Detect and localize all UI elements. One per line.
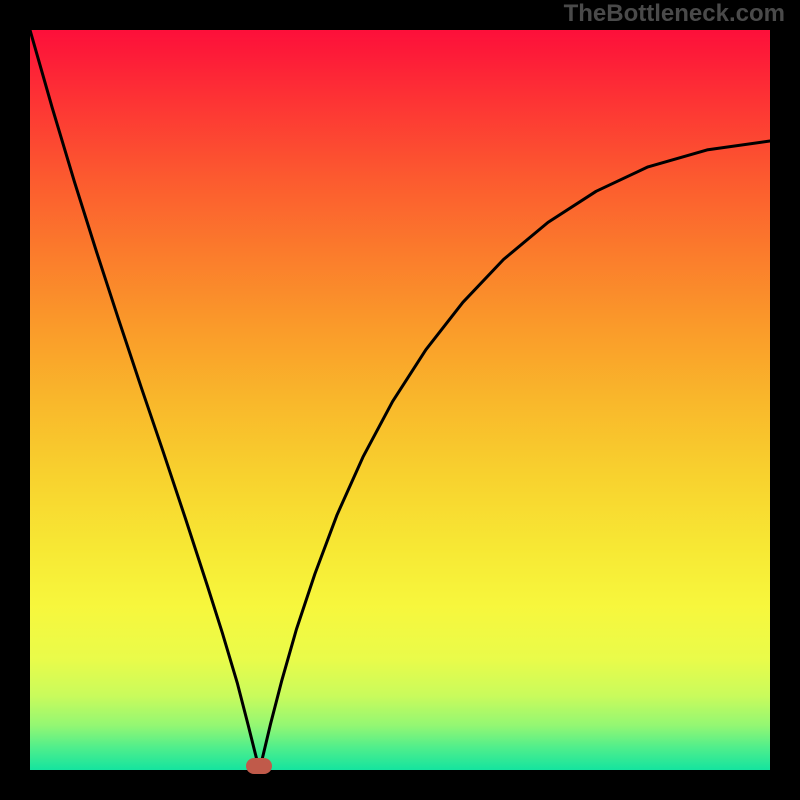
bottleneck-curve-svg (30, 30, 770, 770)
chart-canvas: TheBottleneck.com (0, 0, 800, 800)
bottleneck-curve (30, 30, 770, 770)
watermark-text: TheBottleneck.com (564, 0, 785, 28)
optimum-marker (246, 758, 272, 774)
plot-area (30, 30, 770, 770)
